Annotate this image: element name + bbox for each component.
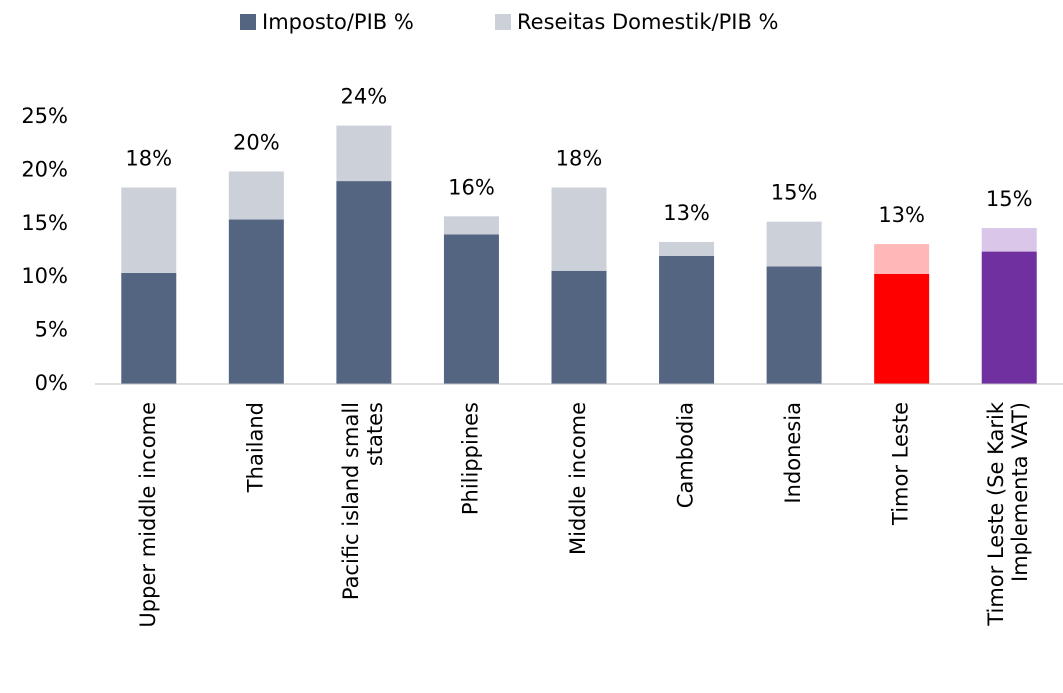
x-tick-label: Indonesia: [781, 402, 805, 504]
legend-label: Imposto/PIB %: [262, 10, 414, 34]
bar-segment: [551, 270, 607, 384]
legend-label: Reseitas Domestik/PIB %: [517, 10, 779, 34]
x-tick-group: Timor Leste: [889, 402, 913, 526]
bar-segment: [981, 228, 1037, 252]
total-label: 15%: [986, 187, 1033, 211]
bar-segment: [551, 187, 607, 271]
bar-segment: [336, 125, 392, 182]
total-label: 18%: [125, 146, 172, 170]
bar-segment: [659, 255, 715, 384]
x-tick-group: Thailand: [243, 402, 267, 493]
bar-segment: [766, 221, 822, 267]
x-tick-group: Upper middle income: [136, 402, 160, 628]
total-label: 15%: [771, 181, 818, 205]
x-tick-group: Cambodia: [674, 402, 698, 508]
total-label: 16%: [448, 175, 495, 199]
y-tick-label: 0%: [35, 371, 68, 395]
y-tick-label: 5%: [35, 318, 68, 342]
x-tick-group: Indonesia: [781, 402, 805, 504]
bar-segment: [443, 234, 499, 384]
total-label: 13%: [663, 201, 710, 225]
x-tick-group: Middle income: [566, 402, 590, 555]
total-label: 13%: [878, 203, 925, 227]
x-tick-label: Upper middle income: [136, 402, 160, 628]
legend-swatch: [495, 14, 511, 30]
y-tick-label: 15%: [21, 211, 68, 235]
total-label: 18%: [556, 146, 603, 170]
total-label: 24%: [341, 85, 388, 109]
bar-segment: [228, 219, 284, 384]
bar-segment: [121, 272, 177, 384]
y-tick-label: 25%: [21, 104, 68, 128]
bar-segment: [228, 171, 284, 220]
x-tick-label: Thailand: [243, 402, 267, 493]
x-tick-label: Philippines: [458, 402, 482, 515]
bar-segment: [659, 241, 715, 256]
bar-segment: [874, 273, 930, 384]
legend-swatch: [240, 14, 256, 30]
bar-segment: [981, 251, 1037, 384]
bar-segment: [336, 181, 392, 384]
bar-segment: [443, 216, 499, 235]
x-tick-group: Timor Leste (Se KarikImplementa VAT): [984, 401, 1032, 627]
bar-segment: [121, 187, 177, 273]
x-tick-label: Cambodia: [674, 402, 698, 508]
total-label: 20%: [233, 130, 280, 154]
y-tick-label: 10%: [21, 264, 68, 288]
x-tick-label: Pacific island smallstates: [339, 402, 387, 600]
x-tick-label: Middle income: [566, 402, 590, 555]
x-tick-group: Philippines: [458, 402, 482, 515]
y-tick-label: 20%: [21, 157, 68, 181]
bar-segment: [874, 244, 930, 274]
x-tick-label: Timor Leste (Se KarikImplementa VAT): [984, 401, 1032, 627]
bar-segment: [766, 266, 822, 384]
x-tick-label: Timor Leste: [889, 402, 913, 526]
x-tick-group: Pacific island smallstates: [339, 402, 387, 600]
